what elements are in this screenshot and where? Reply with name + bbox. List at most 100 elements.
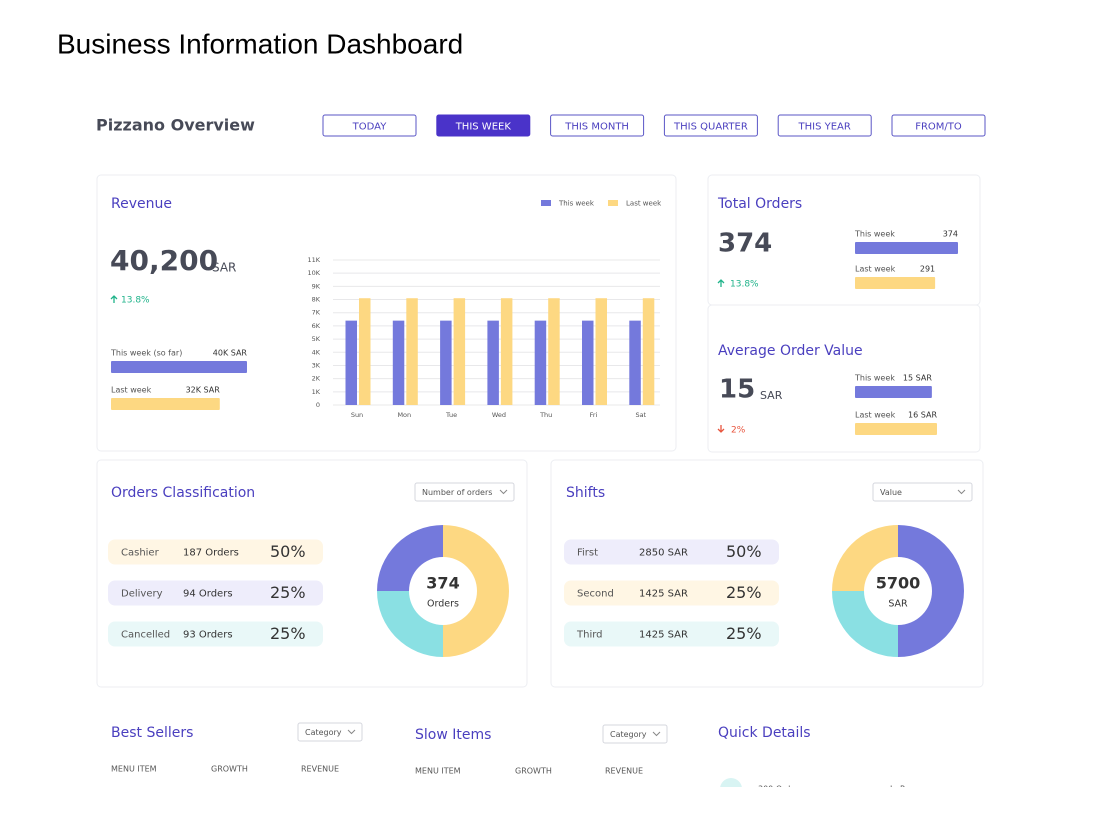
x-tick-label: Fri xyxy=(590,411,598,419)
item-detail: 187 Orders xyxy=(183,548,239,559)
y-tick-label: 10K xyxy=(307,269,320,277)
y-tick-label: 7K xyxy=(312,309,321,317)
item-detail: 94 Orders xyxy=(183,589,233,600)
y-tick-label: 9K xyxy=(312,282,321,290)
dropdown[interactable] xyxy=(414,482,515,502)
dropdown[interactable] xyxy=(602,724,668,744)
bar xyxy=(345,320,357,405)
period-tab[interactable] xyxy=(777,114,872,137)
bar xyxy=(534,320,547,405)
clipped-area: 300 Orders In Process xyxy=(720,778,930,794)
donut-slice xyxy=(443,525,509,657)
dropdown-label: Category xyxy=(610,730,647,739)
dropdown[interactable] xyxy=(872,482,973,502)
item-name: Second xyxy=(577,589,614,600)
change-arrow xyxy=(110,295,118,303)
comparison-value: 15 SAR xyxy=(903,374,932,383)
column-header: REVENUE xyxy=(301,765,339,774)
x-tick-label: Wed xyxy=(492,411,506,419)
x-tick-label: Thu xyxy=(539,411,552,419)
card-title: Revenue xyxy=(111,196,172,212)
y-tick-label: 3K xyxy=(312,361,321,369)
change-arrow xyxy=(717,279,725,287)
bar xyxy=(582,320,594,405)
bar xyxy=(453,298,466,405)
period-tab[interactable] xyxy=(322,114,417,137)
y-tick-label: 6K xyxy=(312,322,321,330)
item-name: First xyxy=(577,548,598,559)
item-share: 25% xyxy=(726,583,762,602)
status-icon xyxy=(720,778,742,787)
comparison-bar xyxy=(111,398,220,410)
item-name: Cancelled xyxy=(121,630,170,641)
change-arrow xyxy=(717,425,725,433)
column-header: REVENUE xyxy=(605,767,643,776)
donut-center-value: 5700 xyxy=(876,574,921,593)
dropdown[interactable] xyxy=(297,722,363,742)
bar xyxy=(406,298,418,405)
card-title: Average Order Value xyxy=(718,343,863,359)
item-detail: 1425 SAR xyxy=(639,589,688,600)
item-share: 50% xyxy=(270,542,306,561)
bar xyxy=(440,320,452,405)
comparison-value: 374 xyxy=(943,230,958,239)
y-tick-label: 0 xyxy=(316,401,320,409)
card-title: Quick Details xyxy=(718,725,811,741)
dropdown-label: Number of orders xyxy=(422,488,492,497)
item-name: Third xyxy=(576,630,603,641)
item-share: 25% xyxy=(270,624,306,643)
period-tab[interactable] xyxy=(436,114,531,137)
comparison-label: This week (so far) xyxy=(110,349,182,358)
comparison-value: 291 xyxy=(920,265,935,274)
period-tab-label: FROM/TO xyxy=(915,122,962,133)
item-name: Cashier xyxy=(121,548,160,559)
y-tick-label: 1K xyxy=(312,388,321,396)
y-tick-label: 2K xyxy=(312,375,321,383)
column-header: GROWTH xyxy=(211,765,248,774)
bar xyxy=(359,298,371,405)
item-share: 25% xyxy=(270,583,306,602)
period-tab[interactable] xyxy=(663,114,758,137)
bar xyxy=(487,320,499,405)
period-tab[interactable] xyxy=(550,114,645,137)
card-title: Shifts xyxy=(566,485,605,501)
item-pill xyxy=(108,539,323,565)
item-name: Delivery xyxy=(121,589,163,600)
item-share: 50% xyxy=(726,542,762,561)
y-tick-label: 4K xyxy=(312,348,321,356)
y-tick-label: 8K xyxy=(312,296,321,304)
detail-text: 300 Orders xyxy=(758,785,803,794)
big-number: 40,200 xyxy=(110,244,218,277)
period-tab[interactable] xyxy=(891,114,986,137)
item-pill xyxy=(564,580,779,606)
column-header: MENU ITEM xyxy=(111,765,157,774)
comparison-bar xyxy=(855,277,936,289)
legend-swatch xyxy=(608,200,618,206)
item-pill xyxy=(108,580,323,606)
x-tick-label: Sat xyxy=(635,411,646,419)
donut-center-label: SAR xyxy=(888,599,908,610)
period-tab-label: THIS YEAR xyxy=(798,122,851,133)
comparison-bar xyxy=(855,386,932,398)
comparison-bar xyxy=(111,361,247,373)
item-detail: 2850 SAR xyxy=(639,548,688,559)
period-tab-label: THIS WEEK xyxy=(455,122,512,133)
donut-center-label: Orders xyxy=(427,599,459,610)
big-number: 15 xyxy=(719,375,755,405)
card-title: Total Orders xyxy=(717,196,802,212)
period-tab-label: TODAY xyxy=(352,122,388,133)
donut-slice xyxy=(377,525,443,591)
comparison-label: Last week xyxy=(855,411,896,420)
dropdown-label: Value xyxy=(880,488,902,497)
page-title: Business Information Dashboard xyxy=(57,28,463,59)
x-tick-label: Tue xyxy=(445,411,457,419)
legend-swatch xyxy=(541,200,551,206)
column-header: GROWTH xyxy=(515,767,552,776)
x-tick-label: Sun xyxy=(351,411,363,419)
dropdown-chevron xyxy=(652,731,661,737)
change: 2% xyxy=(731,426,746,436)
item-detail: 93 Orders xyxy=(183,630,233,641)
big-number: 374 xyxy=(718,229,772,259)
donut-slice xyxy=(377,591,443,657)
